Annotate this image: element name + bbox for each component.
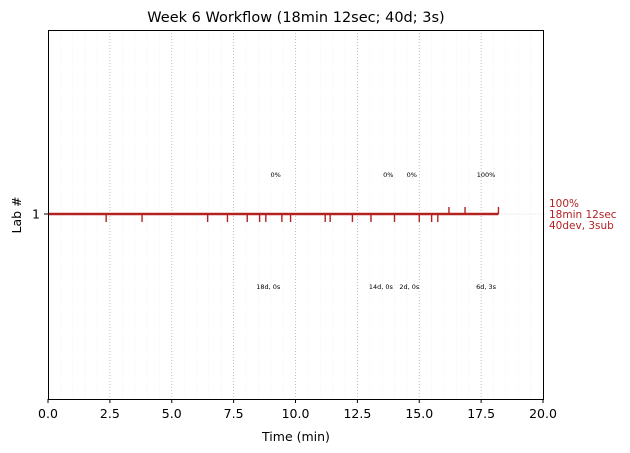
x-tick-label: 5.0 xyxy=(162,406,182,421)
x-tick-label: 15.0 xyxy=(405,406,433,421)
end-summary-label: 40dev, 3sub xyxy=(549,220,614,232)
progress-label: 100% xyxy=(477,171,496,179)
progress-label: 0% xyxy=(271,171,281,179)
x-tick-label: 17.5 xyxy=(467,406,495,421)
x-tick-label: 20.0 xyxy=(529,406,557,421)
x-axis: 0.0 2.5 5.0 7.5 10.0 12.5 15.0 17.5 20.0 xyxy=(38,399,557,421)
progress-label: 0% xyxy=(383,171,393,179)
end-summary-label: 18min 12sec xyxy=(549,209,617,221)
y-axis: 1 xyxy=(32,207,48,222)
chart-title: Week 6 Workflow (18min 12sec; 40d; 3s) xyxy=(147,10,444,26)
y-tick-label: 1 xyxy=(32,207,40,222)
x-tick-label: 12.5 xyxy=(343,406,371,421)
y-axis-label: Lab # xyxy=(9,196,24,233)
count-label: 2d, 0s xyxy=(399,283,420,291)
x-tick-label: 7.5 xyxy=(224,406,244,421)
x-axis-label: Time (min) xyxy=(261,429,330,444)
x-tick-label: 0.0 xyxy=(38,406,58,421)
progress-label: 0% xyxy=(407,171,417,179)
x-tick-label: 10.0 xyxy=(282,406,310,421)
count-label: 6d, 3s xyxy=(476,283,497,291)
end-summary-label: 100% xyxy=(549,198,579,210)
x-tick-label: 2.5 xyxy=(100,406,120,421)
count-label: 18d, 0s xyxy=(256,283,281,291)
series-lab-1: 0% 0% 0% 100% 18d, 0s 14d, 0s 2d, 0s 6d, 3s 100%… xyxy=(48,171,617,291)
count-label: 14d, 0s xyxy=(369,283,394,291)
